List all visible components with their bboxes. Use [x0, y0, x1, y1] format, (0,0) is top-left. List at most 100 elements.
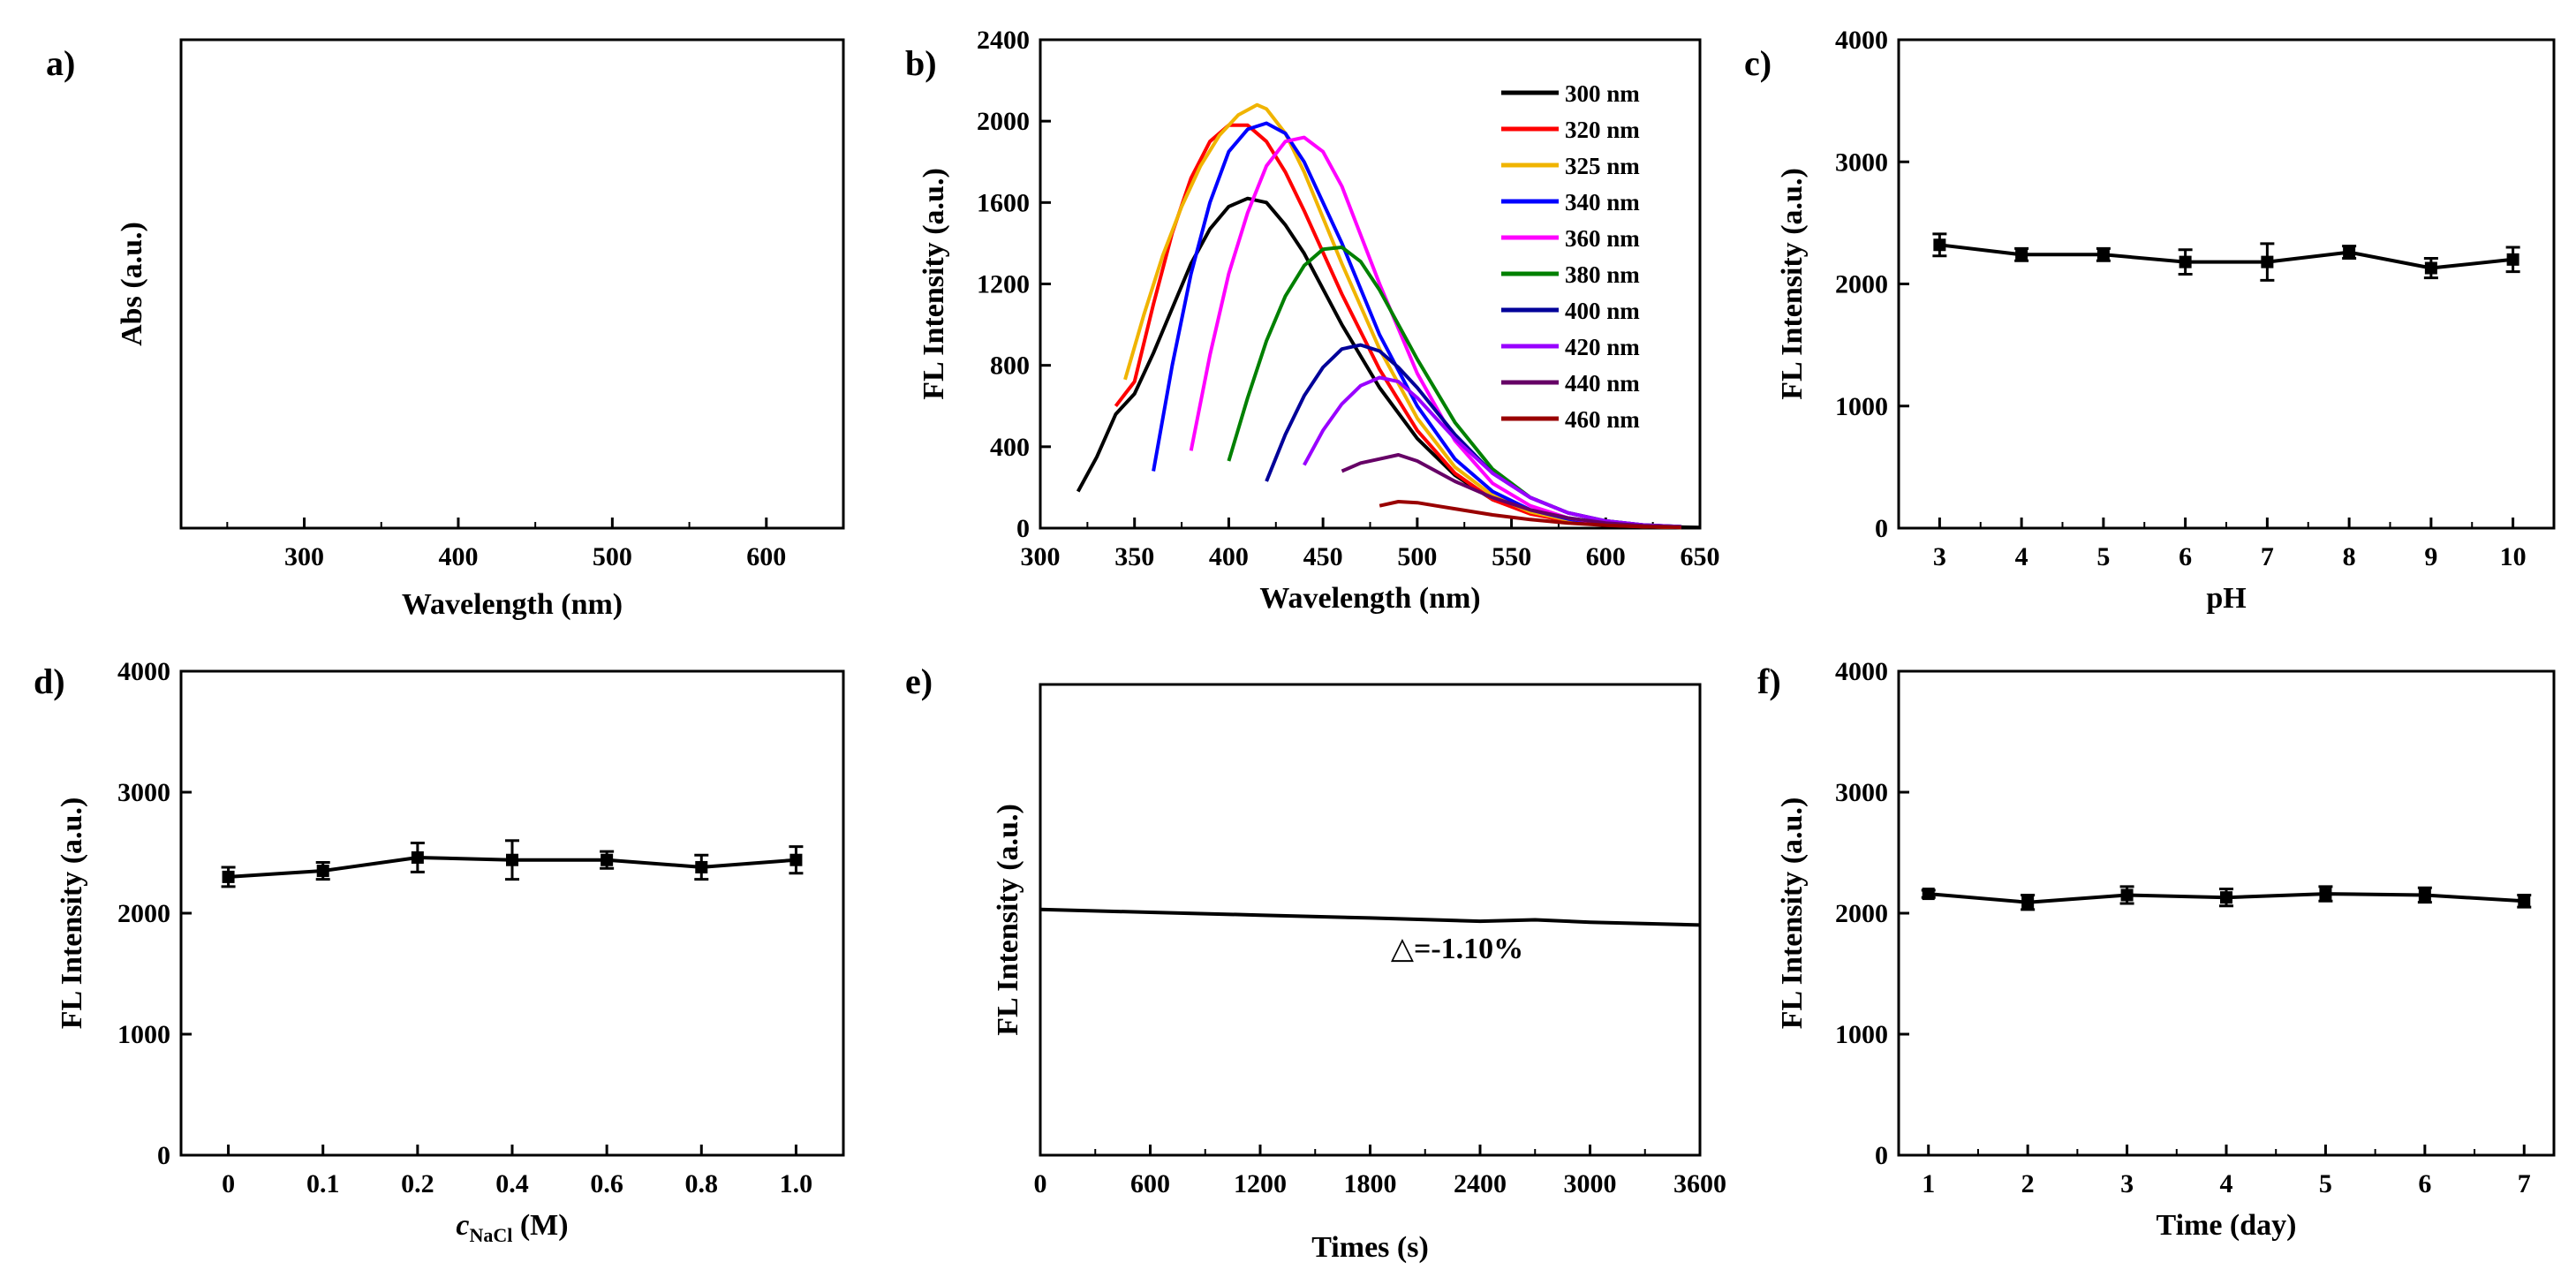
data-point — [2506, 253, 2519, 266]
panel-label: d) — [34, 661, 65, 701]
data-point — [1933, 238, 1946, 252]
y-tick-label: 3000 — [117, 778, 170, 807]
x-tick-label: 600 — [1586, 542, 1626, 571]
y-tick-label: 2000 — [977, 107, 1030, 136]
x-tick-label: 0.6 — [590, 1169, 623, 1198]
x-tick-label: 600 — [1130, 1169, 1170, 1198]
legend-label: 325 nm — [1565, 153, 1640, 179]
data-point — [2179, 255, 2192, 268]
plot-frame — [1897, 669, 2556, 1157]
x-tick-label: 450 — [1303, 542, 1343, 571]
data-point — [2015, 248, 2028, 261]
x-tick-label: 8 — [2343, 542, 2356, 571]
panel-label: f) — [1757, 661, 1781, 701]
x-tick-label: 300 — [284, 542, 324, 571]
data-point — [222, 870, 235, 883]
x-tick-label: 4 — [2015, 542, 2028, 571]
series-line — [1039, 907, 1701, 927]
x-tick-label: 400 — [1209, 542, 1249, 571]
x-tick-label: 7 — [2261, 542, 2274, 571]
x-tick-label: 5 — [2096, 542, 2110, 571]
series-line — [1379, 500, 1681, 530]
y-axis-label: FL Intensity (a.u.) — [1776, 168, 1809, 400]
y-tick-label: 2000 — [117, 899, 170, 928]
change-annotation: △=-1.10% — [1391, 933, 1523, 965]
data-point — [601, 853, 614, 866]
data-point — [789, 853, 803, 866]
y-axis-label: FL Intensity (a.u.) — [992, 804, 1024, 1036]
legend-label: 400 nm — [1565, 298, 1640, 324]
data-point — [2220, 891, 2232, 904]
data-point — [2021, 896, 2035, 909]
x-tick-label: 2 — [2021, 1169, 2035, 1198]
x-tick-label: 650 — [1681, 542, 1720, 571]
data-point — [2261, 255, 2274, 268]
data-point — [411, 850, 424, 864]
y-tick-label: 2000 — [1835, 899, 1888, 928]
y-tick-label: 1000 — [1835, 1020, 1888, 1049]
y-axis-label: FL Intensity (a.u.) — [918, 168, 950, 400]
x-tick-label: 3600 — [1673, 1169, 1726, 1198]
x-tick-label: 7 — [2518, 1169, 2531, 1198]
x-tick-label: 5 — [2319, 1169, 2332, 1198]
series-line — [1152, 121, 1681, 529]
data-point — [2424, 261, 2437, 275]
legend-label: 320 nm — [1565, 117, 1640, 143]
y-tick-label: 1200 — [977, 270, 1030, 299]
x-tick-label: 500 — [593, 542, 632, 571]
x-tick-label: 1.0 — [780, 1169, 813, 1198]
x-tick-label: 0.2 — [401, 1169, 434, 1198]
x-tick-label: 3 — [2120, 1169, 2134, 1198]
y-tick-label: 400 — [990, 433, 1030, 462]
y-tick-label: 0 — [1875, 1141, 1888, 1170]
x-tick-label: 4 — [2220, 1169, 2233, 1198]
x-tick-label: 500 — [1397, 542, 1437, 571]
x-axis-label: Wavelength (nm) — [1259, 582, 1480, 615]
series-line — [1939, 243, 2513, 270]
y-tick-label: 0 — [1875, 514, 1888, 543]
legend-label: 460 nm — [1565, 406, 1640, 433]
y-tick-label: 3000 — [1835, 147, 1888, 177]
series-line — [1341, 453, 1681, 529]
data-point — [2319, 888, 2332, 901]
y-tick-label: 4000 — [1835, 26, 1888, 55]
series-line — [185, 55, 844, 526]
legend-label: 420 nm — [1565, 334, 1640, 360]
y-tick-label: 2000 — [1835, 270, 1888, 299]
chart-panel-3: c) 3 4 5 6 7 8 9 10 0 1000 2000 3000 4000 pH FL Intensi… — [1744, 26, 2556, 615]
y-tick-label: 3000 — [1835, 778, 1888, 807]
legend-label: 360 nm — [1565, 225, 1640, 252]
data-point — [316, 865, 329, 878]
data-point — [506, 853, 518, 866]
y-tick-label: 1600 — [977, 188, 1030, 217]
chart-panel-4: d) 0 0.1 0.2 0.4 0.6 0.8 1.0 0 1000 2000 3000 4000 cN… — [34, 657, 845, 1246]
x-tick-label: 400 — [438, 542, 478, 571]
panel-label: c) — [1744, 43, 1771, 83]
chart-panel-6: f) 1 2 3 4 5 6 7 0 1000 2000 3000 4000 Time (day) FL I… — [1757, 657, 2556, 1242]
plot-frame — [1897, 38, 2556, 530]
plot-frame — [1039, 683, 1702, 1157]
x-tick-label: 6 — [2179, 542, 2192, 571]
panel-label: a) — [46, 43, 75, 83]
chart-panel-5: e) 0 600 1200 1800 2400 3000 3600 Times (s) FL In… — [905, 661, 1726, 1264]
x-tick-label: 0 — [1034, 1169, 1047, 1198]
y-tick-label: 4000 — [117, 657, 170, 686]
data-point — [2418, 888, 2431, 902]
x-tick-label: 600 — [746, 542, 786, 571]
chart-panel-1: a) 300 400 500 600 Wavelength (nm) Abs (a.u.) — [46, 38, 845, 621]
legend-label: 300 nm — [1565, 80, 1640, 107]
x-tick-label: 550 — [1492, 542, 1531, 571]
data-point — [2096, 248, 2110, 261]
y-axis-label: FL Intensity (a.u.) — [1776, 797, 1809, 1030]
data-point — [695, 860, 708, 873]
x-tick-label: 1 — [1922, 1169, 1935, 1198]
panel-label: b) — [905, 43, 937, 83]
panel-label: e) — [905, 661, 933, 701]
plot-frame — [179, 669, 845, 1157]
chart-panel-2: b) 300 350 400 450 500 550 600 650 0 400 800 1200 160… — [905, 26, 1720, 615]
x-axis-label: Time (day) — [2157, 1209, 2297, 1242]
legend-label: 440 nm — [1565, 370, 1640, 397]
y-axis-label: Abs (a.u.) — [116, 222, 148, 346]
x-tick-label: 3000 — [1564, 1169, 1617, 1198]
